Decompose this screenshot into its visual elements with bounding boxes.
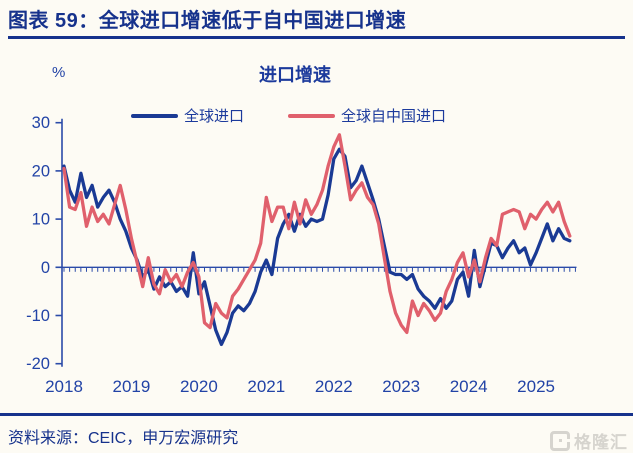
line-global-imports (62, 147, 572, 347)
legend-label-global-imports: 全球进口 (184, 108, 245, 125)
x-tick-label: 2019 (113, 377, 151, 396)
y-axis-unit-label: % (52, 64, 66, 81)
legend-label-imports-from-china: 全球自中国进口 (341, 108, 447, 125)
y-tick-label: 30 (32, 114, 50, 132)
y-tick-label: 0 (41, 259, 50, 277)
legend-item-imports-from-china: 全球自中国进口 (288, 107, 447, 125)
y-tick-label: 20 (32, 162, 50, 180)
chart-title: 进口增速 (259, 65, 331, 85)
legend-swatch-blue-line (131, 113, 178, 118)
data-source-note: 资料来源：CEIC，申万宏源研究 (8, 430, 239, 447)
y-tick-label: 10 (32, 211, 50, 229)
header-divider (8, 36, 625, 39)
y-axis: 30 20 10 0 -10 -20 (26, 114, 63, 373)
gelonghui-watermark: 格隆汇 (550, 428, 628, 453)
gelonghui-watermark-text: 格隆汇 (574, 433, 628, 452)
figure-title: 图表 59：全球进口增速低于自中国进口增速 (8, 10, 407, 32)
x-tick-label: 2022 (315, 377, 353, 396)
legend-swatch-red-line (288, 113, 335, 118)
gelonghui-logo-icon (550, 430, 570, 451)
legend-item-global-imports: 全球进口 (131, 107, 245, 125)
y-tick-label: -10 (26, 307, 50, 325)
y-tick-label: -20 (26, 355, 50, 373)
x-tick-label: 2025 (517, 377, 555, 396)
line-imports-from-china (62, 133, 572, 335)
footer-divider (0, 413, 633, 416)
x-tick-label: 2021 (247, 377, 285, 396)
x-tick-label: 2024 (450, 377, 488, 396)
x-tick-label: 2020 (180, 377, 218, 396)
x-axis-year-labels: 2018 2019 2020 2021 2022 2023 2024 2025 (45, 377, 555, 396)
x-tick-label: 2023 (382, 377, 420, 396)
x-tick-label: 2018 (45, 377, 83, 396)
